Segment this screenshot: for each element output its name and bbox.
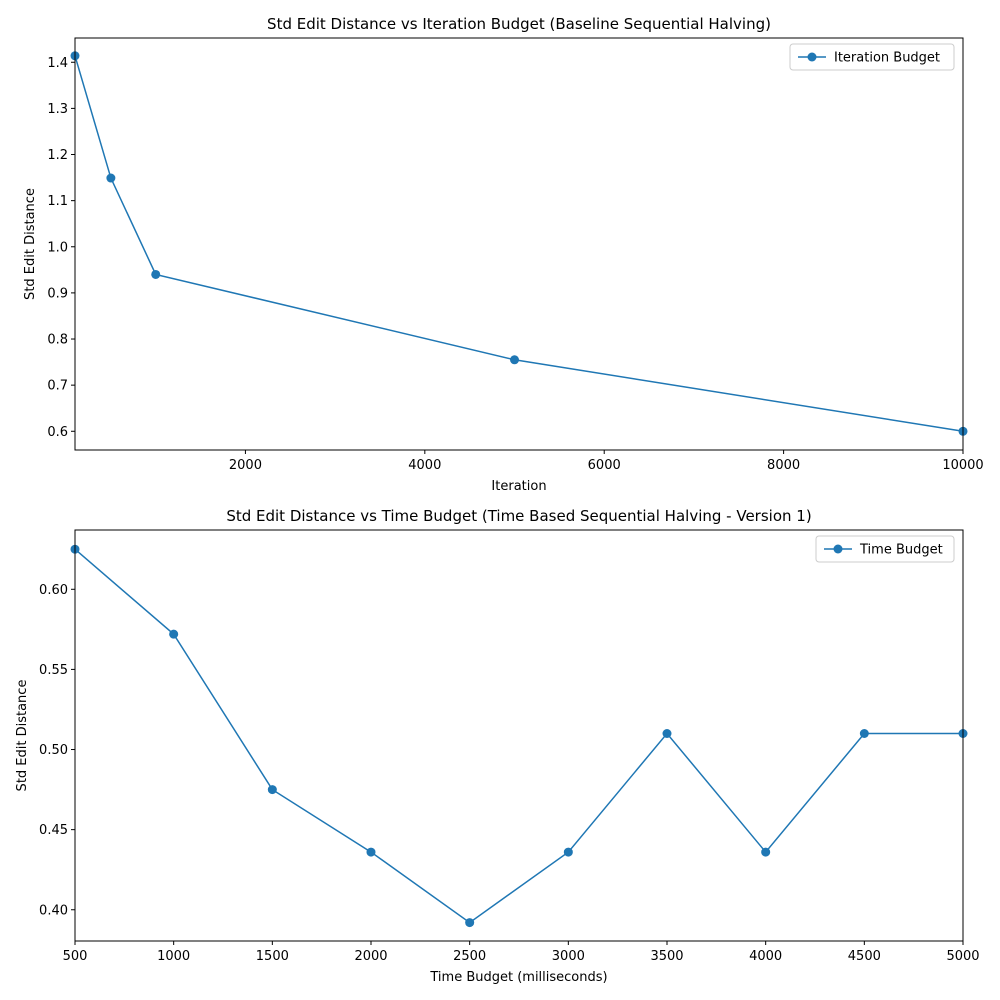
y-tick-label: 1.3 — [47, 102, 68, 117]
data-point — [563, 847, 573, 857]
x-tick-label: 1000 — [157, 949, 190, 964]
legend-box — [789, 43, 955, 71]
data-point — [465, 918, 475, 928]
axes-frame — [74, 529, 964, 942]
axis-ticks: 2000 4000 6000 8000 10000 0.6 0.7 0.8 0.9 1.0 1.1 1… — [47, 56, 983, 473]
data-point — [267, 785, 277, 795]
x-tick-label: 6000 — [588, 458, 621, 473]
y-tick-label: 0.40 — [39, 903, 68, 918]
x-tick-label: 5000 — [946, 949, 979, 964]
legend-label: Iteration Budget — [834, 51, 940, 66]
x-axis-label: Iteration — [491, 479, 546, 494]
legend-marker — [833, 544, 843, 554]
plot-area — [70, 51, 968, 436]
y-tick-label: 0.8 — [47, 333, 68, 348]
y-tick-label: 1.1 — [47, 194, 68, 209]
legend: Time Budget — [815, 535, 955, 563]
y-tick-label: 0.9 — [47, 286, 68, 301]
legend-marker — [807, 52, 817, 62]
data-point — [510, 355, 520, 365]
y-axis-label: Std Edit Distance — [23, 188, 38, 300]
x-tick-label: 2000 — [229, 458, 262, 473]
data-point — [169, 629, 179, 639]
plot-area — [70, 544, 968, 928]
x-tick-label: 1500 — [256, 949, 289, 964]
x-tick-label: 10000 — [942, 458, 983, 473]
legend-label: Time Budget — [859, 543, 943, 558]
x-tick-label: 500 — [63, 949, 88, 964]
x-tick-label: 8000 — [767, 458, 800, 473]
axes-frame — [74, 37, 964, 451]
x-tick-label: 3500 — [650, 949, 683, 964]
y-axis-label: Std Edit Distance — [15, 680, 30, 792]
y-tick-label: 0.60 — [39, 583, 68, 598]
y-tick-label: 1.0 — [47, 240, 68, 255]
legend-box — [815, 535, 955, 563]
axis-ticks: 500 1000 1500 2000 2500 3000 3500 4000 4500 5000 0… — [39, 583, 980, 964]
y-tick-label: 1.4 — [47, 56, 68, 71]
data-point — [106, 173, 116, 183]
x-tick-label: 2000 — [354, 949, 387, 964]
y-tick-label: 0.45 — [39, 823, 68, 838]
y-tick-label: 0.50 — [39, 743, 68, 758]
chart-title: Std Edit Distance vs Time Budget (Time B… — [226, 507, 811, 525]
x-axis-label: Time Budget (milliseconds) — [429, 970, 607, 985]
y-tick-label: 0.6 — [47, 425, 68, 440]
legend: Iteration Budget — [789, 43, 955, 71]
y-tick-label: 0.55 — [39, 663, 68, 678]
data-point — [366, 847, 376, 857]
x-tick-label: 4000 — [408, 458, 441, 473]
x-tick-label: 3000 — [552, 949, 585, 964]
data-point — [151, 269, 161, 279]
x-tick-label: 2500 — [453, 949, 486, 964]
data-point — [662, 728, 672, 738]
y-tick-label: 0.7 — [47, 379, 68, 394]
series-line — [74, 55, 964, 433]
x-tick-label: 4500 — [848, 949, 881, 964]
chart-time-budget: Std Edit Distance vs Time Budget (Time B… — [15, 507, 980, 985]
chart-iteration-budget: Std Edit Distance vs Iteration Budget (B… — [23, 15, 984, 494]
x-tick-label: 4000 — [749, 949, 782, 964]
y-tick-label: 1.2 — [47, 148, 68, 163]
data-point — [859, 728, 869, 738]
chart-title: Std Edit Distance vs Iteration Budget (B… — [267, 15, 771, 33]
data-point — [761, 847, 771, 857]
series-line — [74, 548, 963, 924]
